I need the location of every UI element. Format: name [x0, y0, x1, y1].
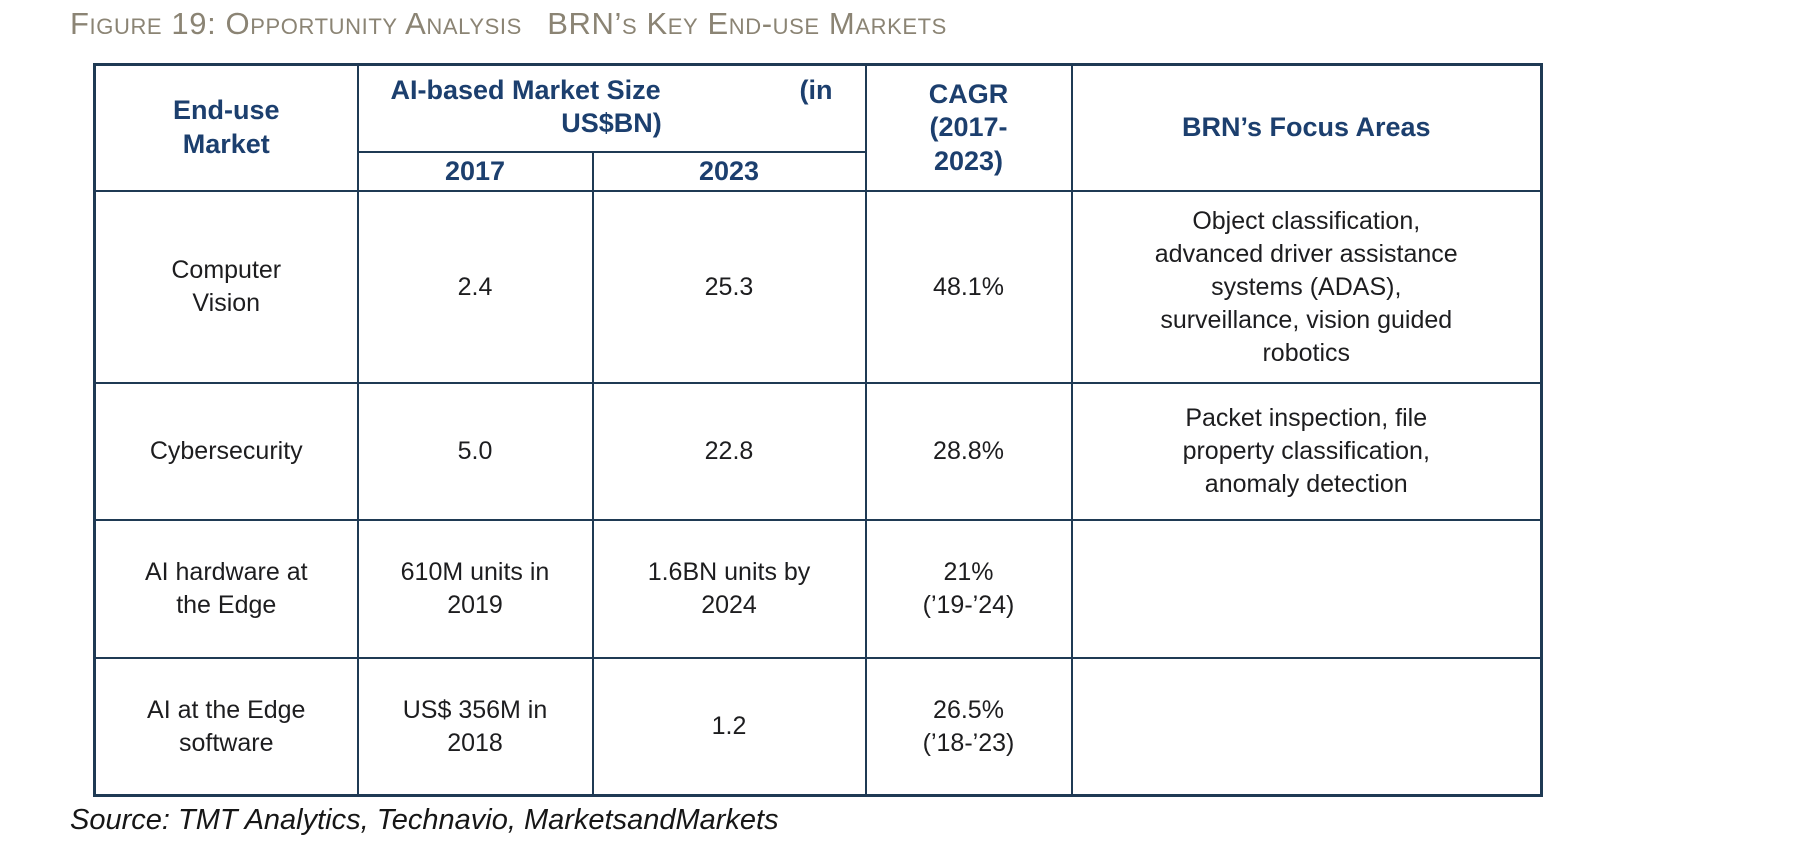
cell-size-2023: 1.6BN units by 2024: [591, 519, 867, 660]
cell-size-2023: 1.2: [591, 657, 867, 797]
header-market-size-group: AI-based Market Size (in US$BN): [356, 63, 867, 153]
cell-market-text: Computer Vision: [171, 256, 282, 318]
cell-size-2017-text: 610M units in 2019: [400, 558, 550, 620]
cell-size-2017-text: 5.0: [457, 437, 493, 466]
cell-focus-text: Object classification, advanced driver a…: [1154, 206, 1458, 367]
table-row: Cybersecurity 5.0 22.8 28.8% Packet insp…: [93, 382, 1543, 522]
source-note: Source: TMT Analytics, Technavio, Market…: [70, 804, 779, 836]
cell-size-2017-text: US$ 356M in 2018: [402, 695, 548, 757]
header-row-years: 2017 2023: [95, 150, 1542, 193]
cell-cagr: 28.8%: [864, 382, 1073, 522]
table-row: AI at the Edge software US$ 356M in 2018…: [93, 657, 1543, 797]
opportunity-table: End-use Market AI-based Market Size (in …: [93, 63, 1543, 797]
cell-size-2017: 2.4: [356, 190, 594, 385]
header-year-2017: 2017: [356, 150, 594, 193]
header-market-size-paren-open: (in: [799, 74, 833, 105]
cell-size-2023-text: 22.8: [704, 437, 754, 466]
table-header: End-use Market AI-based Market Size (in …: [93, 63, 1543, 193]
cell-market: AI at the Edge software: [93, 657, 359, 797]
cell-size-2023: 25.3: [591, 190, 867, 385]
cell-market: Computer Vision: [93, 190, 359, 385]
cell-market: AI hardware at the Edge: [93, 519, 359, 660]
cell-size-2017: 5.0: [356, 382, 594, 522]
header-row-top: End-use Market AI-based Market Size (in …: [93, 63, 1543, 193]
cell-size-2023-text: 25.3: [704, 272, 754, 301]
cell-size-2017: US$ 356M in 2018: [356, 657, 594, 797]
cell-size-2023-text: 1.6BN units by 2024: [647, 558, 811, 620]
cell-size-2017: 610M units in 2019: [356, 519, 594, 660]
header-end-use-market-label: End-use Market: [172, 95, 280, 160]
header-market-size-line1: AI-based Market Size (in: [365, 72, 859, 108]
cell-cagr: 48.1%: [864, 190, 1073, 385]
cell-size-2023-text: 1.2: [711, 712, 747, 740]
header-end-use-market: End-use Market: [93, 63, 359, 193]
cell-market-text: AI hardware at the Edge: [144, 558, 308, 620]
cell-market-text: AI at the Edge software: [147, 695, 306, 757]
table-row: Computer Vision 2.4 25.3 48.1% Object cl…: [93, 190, 1543, 385]
table-row: AI hardware at the Edge 610M units in 20…: [93, 519, 1543, 660]
cell-cagr: 21% (’19-’24): [864, 519, 1073, 660]
figure-title: Figure 19: Opportunity Analysis BRN’s Ke…: [70, 6, 947, 41]
header-market-size-main: AI-based Market Size: [390, 74, 661, 105]
cell-market-text: Cybersecurity: [149, 437, 303, 466]
cell-cagr: 26.5% (’18-’23): [864, 657, 1073, 797]
cell-focus-text: Packet inspection, file property classif…: [1182, 404, 1430, 499]
cell-focus: [1070, 519, 1543, 660]
cell-focus: [1070, 657, 1543, 797]
header-focus-areas: BRN’s Focus Areas: [1070, 63, 1543, 193]
cell-market: Cybersecurity: [93, 382, 359, 522]
header-market-size-line2: US$BN): [561, 108, 662, 139]
header-cagr: CAGR (2017- 2023): [864, 63, 1073, 193]
table-body: Computer Vision 2.4 25.3 48.1% Object cl…: [93, 190, 1543, 797]
cell-size-2023: 22.8: [591, 382, 867, 522]
cell-focus: Object classification, advanced driver a…: [1070, 190, 1543, 385]
cell-focus: Packet inspection, file property classif…: [1070, 382, 1543, 522]
cell-size-2017-text: 2.4: [457, 272, 493, 301]
header-year-2023: 2023: [591, 150, 867, 193]
